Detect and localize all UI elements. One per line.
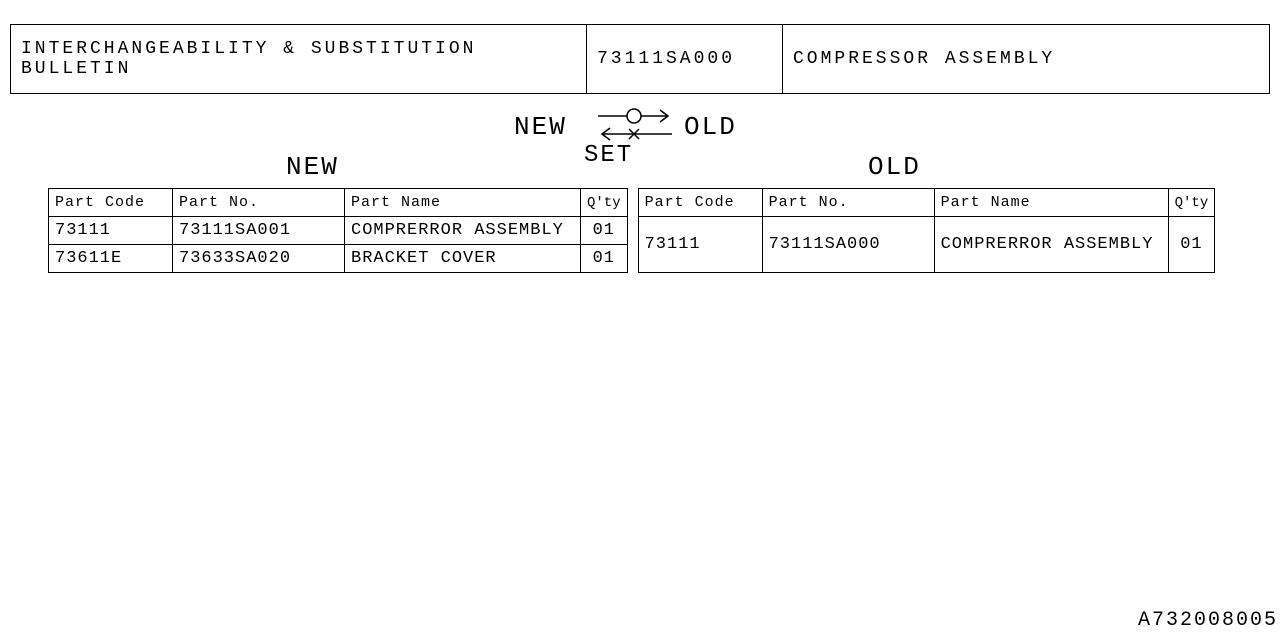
- table-row: 73111 73111SA000 COMPRERROR ASSEMBLY 01: [638, 217, 1215, 273]
- new-old-indicator: NEW OLD SET: [0, 100, 1280, 160]
- cell-part-name: BRACKET COVER: [345, 245, 581, 273]
- bulletin-header: INTERCHANGEABILITY & SUBSTITUTION BULLET…: [10, 24, 1270, 94]
- col-part-no: Part No.: [762, 189, 934, 217]
- cell-qty: 01: [581, 217, 628, 245]
- old-parts-table: Part Code Part No. Part Name Q'ty 73111 …: [638, 188, 1216, 273]
- col-part-no: Part No.: [173, 189, 345, 217]
- col-part-code: Part Code: [49, 189, 173, 217]
- section-labels: NEW OLD: [0, 160, 1280, 188]
- tables-container: Part Code Part No. Part Name Q'ty 73111 …: [48, 188, 1232, 273]
- old-section-label: OLD: [868, 152, 921, 182]
- bulletin-description: COMPRESSOR ASSEMBLY: [783, 25, 1269, 93]
- indicator-new-label: NEW: [514, 112, 567, 142]
- cell-part-name: COMPRERROR ASSEMBLY: [345, 217, 581, 245]
- col-part-name: Part Name: [934, 189, 1168, 217]
- bulletin-part-number: 73111SA000: [587, 25, 783, 93]
- table-header-row: Part Code Part No. Part Name Q'ty: [49, 189, 628, 217]
- cell-part-code: 73111: [49, 217, 173, 245]
- cell-part-no: 73111SA001: [173, 217, 345, 245]
- cell-part-code: 73611E: [49, 245, 173, 273]
- table-row: 73611E 73633SA020 BRACKET COVER 01: [49, 245, 628, 273]
- cell-qty: 01: [1168, 217, 1215, 273]
- document-id: A732008005: [1138, 609, 1278, 632]
- table-row: 73111 73111SA001 COMPRERROR ASSEMBLY 01: [49, 217, 628, 245]
- cell-part-code: 73111: [638, 217, 762, 273]
- cell-part-no: 73111SA000: [762, 217, 934, 273]
- bulletin-title: INTERCHANGEABILITY & SUBSTITUTION BULLET…: [11, 25, 587, 93]
- table-header-row: Part Code Part No. Part Name Q'ty: [638, 189, 1215, 217]
- col-qty: Q'ty: [581, 189, 628, 217]
- indicator-old-label: OLD: [684, 112, 737, 142]
- col-part-name: Part Name: [345, 189, 581, 217]
- col-qty: Q'ty: [1168, 189, 1215, 217]
- new-parts-table: Part Code Part No. Part Name Q'ty 73111 …: [48, 188, 628, 273]
- new-section-label: NEW: [286, 152, 339, 182]
- cell-part-name: COMPRERROR ASSEMBLY: [934, 217, 1168, 273]
- cell-qty: 01: [581, 245, 628, 273]
- cell-part-no: 73633SA020: [173, 245, 345, 273]
- col-part-code: Part Code: [638, 189, 762, 217]
